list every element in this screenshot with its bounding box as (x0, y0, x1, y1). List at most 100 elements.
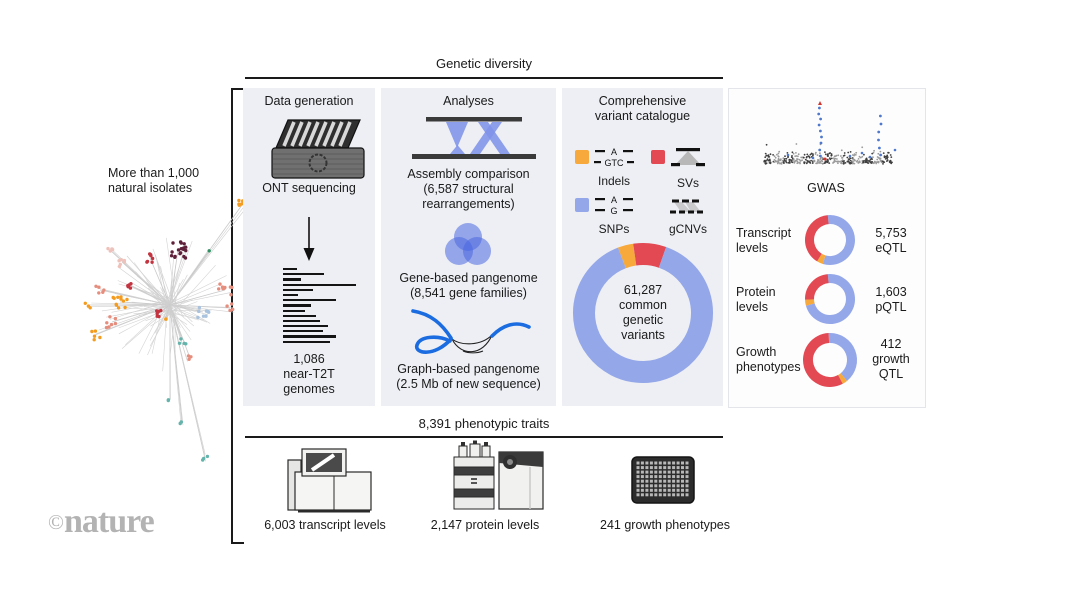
indels-label: Indels (597, 174, 631, 188)
genetic-diversity-title: Genetic diversity (435, 56, 533, 71)
pqtl-value: 1,603 pQTL (860, 285, 922, 315)
isolates-caption-line1: More than 1,000 (108, 166, 200, 180)
protein-levels-caption: 2,147 protein levels (430, 518, 540, 532)
growth-unit1: growth (872, 352, 910, 366)
svg-text:A: A (611, 195, 617, 205)
assembly-caption: Assembly comparison (6,587 structural re… (381, 167, 556, 212)
read-line (283, 325, 328, 328)
read-line (283, 330, 323, 333)
down-arrow-icon (303, 217, 315, 261)
mass-spec-icon (453, 440, 544, 510)
read-line (283, 273, 324, 276)
sv-icon (671, 148, 705, 167)
read-line (283, 340, 330, 343)
assembly-line2: (6,587 structural (423, 182, 514, 196)
growth-qtl-value: 412 growth QTL (860, 337, 922, 382)
isolates-caption: More than 1,000 natural isolates (108, 166, 199, 196)
eqtl-count: 5,753 (875, 226, 907, 240)
graph-pangenome-caption: Graph-based pangenome (2.5 Mb of new seq… (381, 362, 556, 392)
transcript-levels-caption: 6,003 transcript levels (264, 518, 386, 532)
variant-donut-chart (573, 243, 713, 383)
growth-donut-chart (803, 333, 857, 387)
gene-pangenome-caption: Gene-based pangenome (8,541 gene familie… (381, 271, 556, 301)
snps-swatch (575, 198, 589, 212)
variant-count: 61,287 (623, 283, 663, 297)
phenotypic-traits-underline (245, 436, 723, 438)
panel-analyses-title: Analyses (443, 94, 494, 108)
pqtl-unit: pQTL (875, 300, 907, 314)
gene-line2: (8,541 gene families) (410, 286, 527, 300)
nature-logo: ©nature (48, 503, 155, 541)
genomes-line2: near-T2T (283, 367, 335, 381)
pqtl-count: 1,603 (875, 285, 907, 299)
assembly-line3: rearrangements) (422, 197, 515, 211)
ont-sequencing-label: ONT sequencing (262, 181, 356, 195)
sequencing-reads-illustration (283, 268, 363, 346)
protein-levels-label: Protein levels (736, 285, 814, 315)
read-line (283, 319, 320, 323)
assembly-line1: Assembly comparison (407, 167, 530, 181)
row2-label-line2: levels (736, 300, 768, 314)
read-line (283, 299, 336, 302)
variant-text2: common (619, 298, 667, 312)
genomes-count: 1,086 (293, 352, 325, 366)
snps-label: SNPs (598, 222, 630, 236)
pqtl-donut-chart (805, 274, 855, 324)
graph-line2: (2.5 Mb of new sequence) (396, 377, 541, 391)
panel-data-generation-title: Data generation (264, 94, 354, 108)
read-line (283, 335, 336, 338)
read-line (283, 283, 356, 286)
read-line (283, 304, 311, 307)
variant-title-line2: variant catalogue (594, 109, 691, 123)
sequencer-icon (287, 448, 372, 513)
indel-icon: A GTC (594, 147, 634, 168)
nature-logo-text: nature (63, 503, 155, 540)
row3-label-line1: Growth (736, 345, 777, 359)
isolates-caption-line2: natural isolates (108, 181, 193, 195)
gcnv-icon (670, 199, 703, 214)
copyright-icon: © (48, 510, 64, 534)
section-bracket (231, 88, 244, 544)
read-line (283, 309, 305, 312)
gwas-label: GWAS (807, 181, 845, 195)
svg-text:GTC: GTC (605, 158, 624, 168)
read-line (283, 314, 316, 317)
genomes-line3: genomes (283, 382, 335, 396)
svs-label: SVs (676, 176, 699, 190)
growth-count: 412 (880, 337, 902, 351)
eqtl-donut-chart (805, 215, 855, 265)
snp-icon: A G (595, 195, 633, 216)
svs-swatch (651, 150, 665, 164)
phenotypic-traits-title: 8,391 phenotypic traits (418, 416, 550, 431)
eqtl-unit: eQTL (875, 241, 907, 255)
variant-title-line1: Comprehensive (598, 94, 687, 108)
microplate-icon (631, 456, 695, 504)
transcript-levels-label: Transcript levels (736, 226, 814, 256)
genetic-diversity-underline (245, 77, 723, 79)
read-line (283, 268, 297, 271)
variant-text4: variants (621, 328, 665, 342)
read-line (283, 278, 301, 281)
svg-text:A: A (611, 147, 617, 157)
read-line (283, 288, 313, 291)
genomes-caption: 1,086 near-T2T genomes (243, 352, 375, 397)
graph-pangenome-icon (411, 309, 531, 354)
growth-phenotypes-caption: 241 growth phenotypes (600, 518, 730, 532)
growth-unit2: QTL (878, 367, 904, 381)
gene-pangenome-venn-icon (445, 223, 491, 265)
growth-phenotypes-label: Growth phenotypes (736, 345, 814, 375)
gcnvs-label: gCNVs (668, 222, 707, 236)
row1-label-line2: levels (736, 241, 768, 255)
variant-text3: genetic (622, 313, 664, 327)
variant-donut-center-text: 61,287 common genetic variants (601, 283, 685, 343)
svg-text:G: G (610, 206, 617, 216)
phylogenetic-tree-illustration (83, 198, 248, 462)
row2-label-line1: Protein (736, 285, 776, 299)
eqtl-value: 5,753 eQTL (860, 226, 922, 256)
indels-swatch (575, 150, 589, 164)
row3-label-line2: phenotypes (736, 360, 801, 374)
ont-sequencer-icon (271, 119, 365, 179)
gene-line1: Gene-based pangenome (399, 271, 538, 285)
assembly-comparison-icon (412, 117, 536, 159)
